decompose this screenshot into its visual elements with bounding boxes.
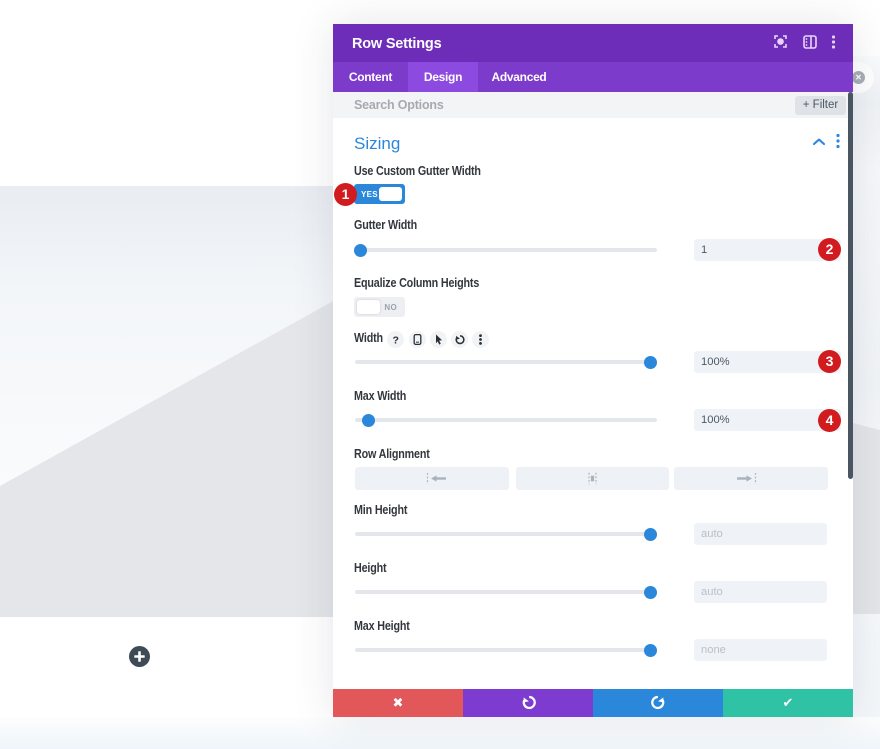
svg-text:?: ? (392, 334, 398, 346)
